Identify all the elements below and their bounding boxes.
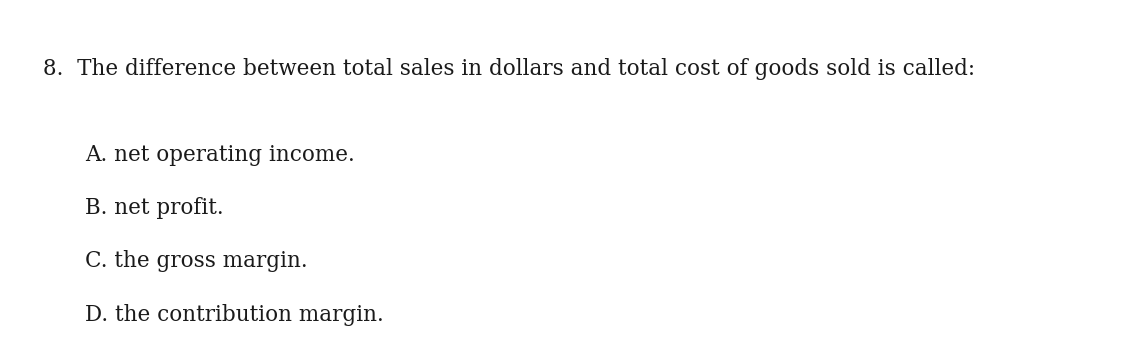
Text: A. net operating income.: A. net operating income. [85, 144, 355, 166]
Text: B. net profit.: B. net profit. [85, 197, 224, 219]
Text: D. the contribution margin.: D. the contribution margin. [85, 304, 384, 326]
Text: 8.  The difference between total sales in dollars and total cost of goods sold i: 8. The difference between total sales in… [43, 58, 976, 80]
Text: C. the gross margin.: C. the gross margin. [85, 250, 308, 272]
